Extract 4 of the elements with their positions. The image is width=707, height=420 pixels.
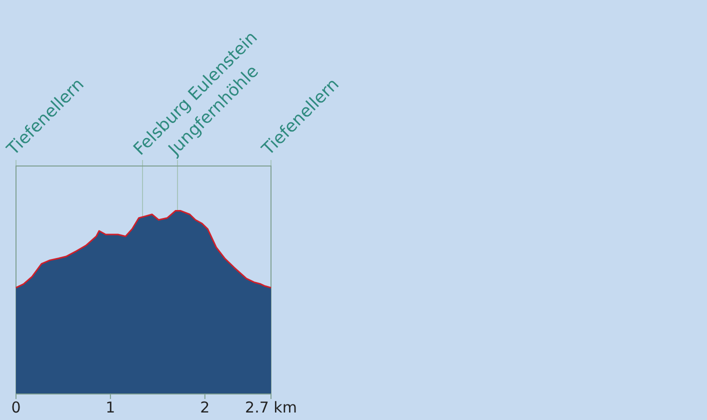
- x-tick-label: 2.7 km: [245, 398, 297, 417]
- x-tick-label: 0: [11, 398, 21, 417]
- x-tick-label: 1: [106, 398, 116, 417]
- x-tick-label: 2: [200, 398, 210, 417]
